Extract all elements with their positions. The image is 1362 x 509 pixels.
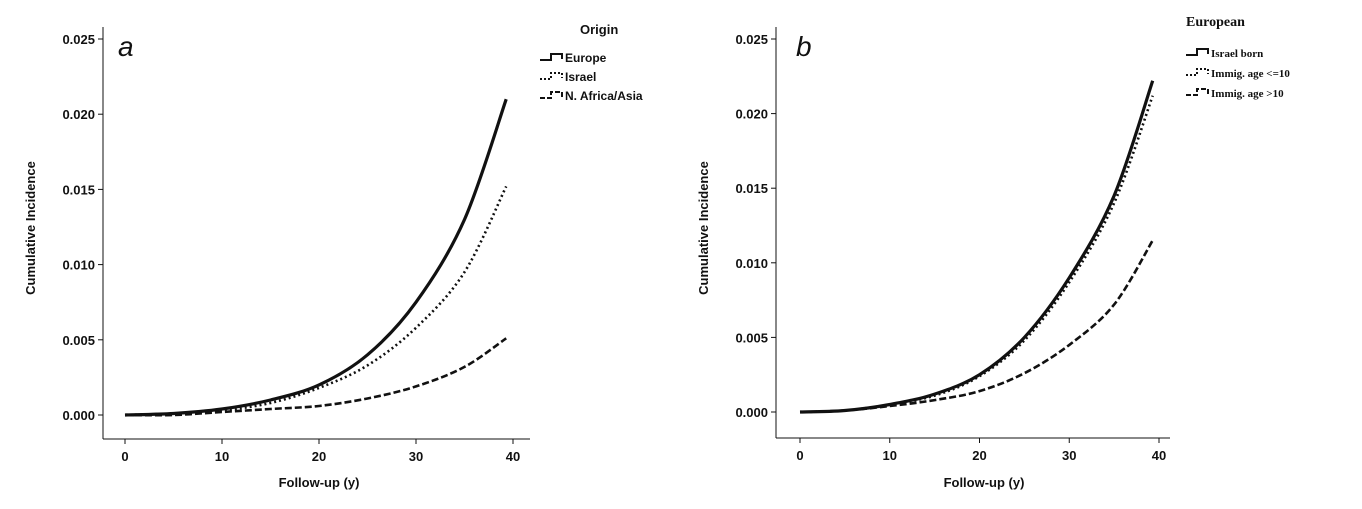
panel-b-label: b: [796, 31, 812, 62]
a-y-tick-label: 0.005: [62, 333, 95, 348]
panel-b-axes: 0.000 0.005 0.010 0.015 0.020 0.025 0 10 20 30 40: [735, 27, 1170, 463]
panel-a-legend: Origin Europe Israel N. Africa/Asia: [540, 22, 643, 103]
a-legend-symbol: [540, 53, 563, 61]
panel-a-chart: Cumulative Incidence Follow-up (y) a 0.0…: [23, 22, 643, 490]
a-series-dotted-line: [124, 185, 508, 417]
b-legend-symbol: [1186, 48, 1209, 56]
panel-b-chart: Cumulative Incidence Follow-up (y) b 0.0…: [696, 15, 1290, 490]
b-x-tick-label: 10: [883, 448, 897, 463]
panel-a-y-axis-label: Cumulative Incidence: [23, 161, 38, 295]
a-y-tick-label: 0.010: [62, 258, 95, 273]
a-legend-label: Israel: [565, 70, 596, 84]
b-series-dashed-line: [799, 239, 1154, 414]
panel-a-label: a: [118, 31, 134, 62]
a-y-tick-label: 0.020: [62, 107, 95, 122]
a-series-solid-line: [124, 98, 508, 417]
b-x-tick-label: 40: [1152, 448, 1166, 463]
b-y-tick-label: 0.015: [735, 181, 768, 196]
a-legend-symbol: [540, 72, 563, 80]
panel-a-legend-title: Origin: [580, 22, 618, 37]
panel-b-y-axis-label: Cumulative Incidence: [696, 161, 711, 295]
panel-a-axes: 0.000 0.005 0.010 0.015 0.020 0.025 0 10 20 30 40: [62, 27, 530, 464]
b-series-solid-line: [799, 80, 1155, 414]
a-series-dashed-line: [124, 337, 507, 417]
panel-b-legend: European Israel born Immig. age <=10 Immig…: [1186, 15, 1290, 100]
a-y-tick-label: 0.000: [62, 408, 95, 423]
a-x-tick-label: 40: [506, 449, 520, 464]
a-legend-label: Europe: [565, 51, 607, 65]
a-y-tick-label: 0.015: [62, 182, 95, 197]
a-x-tick-label: 0: [121, 449, 128, 464]
panel-a-series: [124, 98, 508, 417]
b-legend-symbol: [1186, 68, 1209, 76]
b-legend-label: Immig. age <=10: [1211, 68, 1290, 80]
a-y-tick-label: 0.025: [62, 32, 95, 47]
panel-a-x-axis-label: Follow-up (y): [279, 475, 360, 490]
b-y-tick-label: 0.020: [735, 107, 768, 122]
b-y-tick-label: 0.025: [735, 32, 768, 47]
panel-b-x-axis-label: Follow-up (y): [944, 475, 1025, 490]
b-x-tick-label: 20: [972, 448, 986, 463]
b-y-tick-label: 0.000: [735, 405, 768, 420]
b-y-tick-label: 0.005: [735, 330, 768, 345]
a-legend-symbol: [540, 91, 563, 99]
b-x-tick-label: 30: [1062, 448, 1076, 463]
b-series-dotted-line: [799, 95, 1154, 414]
panel-b-legend-title: European: [1186, 15, 1245, 30]
b-y-tick-label: 0.010: [735, 256, 768, 271]
a-x-tick-label: 30: [409, 449, 423, 464]
b-legend-label: Immig. age >10: [1211, 88, 1284, 100]
b-legend-symbol: [1186, 88, 1209, 96]
a-x-tick-label: 20: [312, 449, 326, 464]
a-legend-label: N. Africa/Asia: [565, 89, 643, 103]
a-x-tick-label: 10: [215, 449, 229, 464]
panel-b-series: [799, 80, 1155, 414]
b-legend-label: Israel born: [1211, 48, 1263, 60]
b-x-tick-label: 0: [796, 448, 803, 463]
